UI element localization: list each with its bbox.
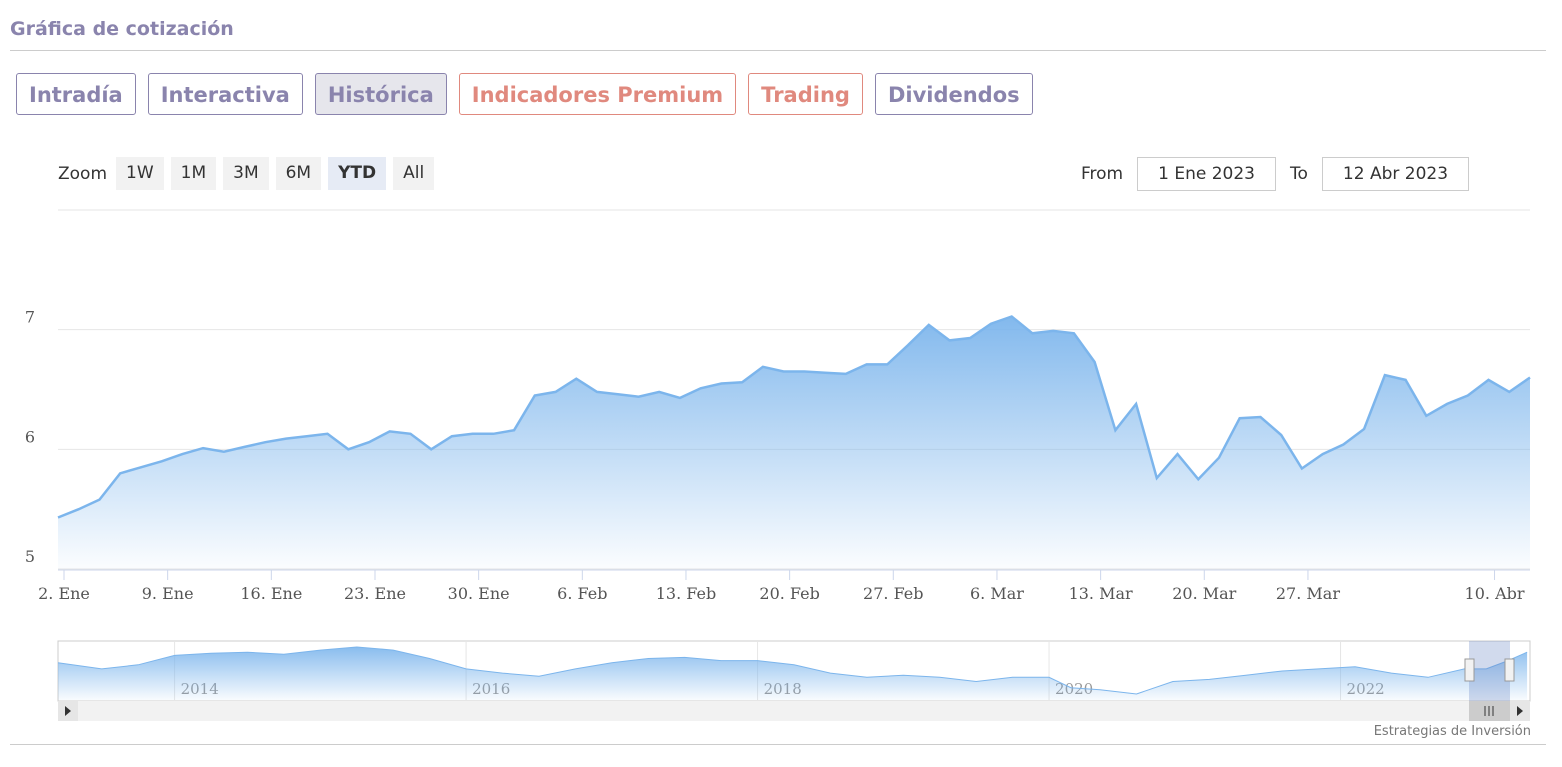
divider <box>10 744 1546 745</box>
x-tick-label: 16. Ene <box>240 584 302 603</box>
zoom-button[interactable]: All <box>393 157 435 190</box>
date-range: From 1 Ene 2023 To 12 Abr 2023 <box>1081 157 1483 191</box>
x-tick-label: 6. Feb <box>557 584 607 603</box>
x-tick-label: 23. Ene <box>344 584 406 603</box>
thumb-grip <box>1484 706 1494 716</box>
area-fill <box>58 316 1530 569</box>
navigator-mask <box>1469 641 1510 701</box>
zoom-button[interactable]: 1M <box>170 157 217 190</box>
zoom-button[interactable]: 1W <box>116 157 164 190</box>
to-input[interactable]: 12 Abr 2023 <box>1321 157 1470 191</box>
x-tick-label: 6. Mar <box>970 584 1024 603</box>
credit: Estrategias de Inversión <box>1373 724 1531 739</box>
arrow-right <box>1517 706 1523 716</box>
handle-left[interactable] <box>1464 658 1475 682</box>
tabs: Intradía Interactiva Histórica Indicadores … <box>16 73 1033 115</box>
x-tick-label: 27. Mar <box>1276 584 1340 603</box>
section-title: Gráfica de cotización <box>10 18 234 40</box>
y-tick-label: 5 <box>25 547 35 566</box>
navigator-area <box>58 647 1528 700</box>
x-tick-label: 30. Ene <box>448 584 510 603</box>
x-tick-label: 20. Feb <box>759 584 819 603</box>
x-tick-label: 27. Feb <box>863 584 923 603</box>
tab[interactable]: Interactiva <box>147 73 303 115</box>
tab[interactable]: Intradía <box>16 73 136 115</box>
x-tick-label: 10. Abr <box>1465 584 1525 603</box>
zoom-button[interactable]: YTD <box>328 157 387 190</box>
x-tick-label: 13. Mar <box>1069 584 1133 603</box>
y-tick-label: 6 <box>25 427 35 446</box>
x-tick-label: 20. Mar <box>1172 584 1236 603</box>
to-label: To <box>1290 164 1308 184</box>
zoom-label: Zoom <box>58 163 108 184</box>
arrow-left <box>65 706 71 716</box>
y-tick-label: 7 <box>25 308 35 327</box>
x-tick-label: 9. Ene <box>142 584 194 603</box>
zoom-button[interactable]: 6M <box>275 157 322 190</box>
tab[interactable]: Trading <box>748 73 863 115</box>
x-tick-label: 2. Ene <box>38 584 90 603</box>
from-label: From <box>1081 164 1124 184</box>
zoom-bar: Zoom 1W 1M 3M 6M YTD All <box>58 157 435 190</box>
tab[interactable]: Histórica <box>314 73 447 115</box>
zoom-button[interactable]: 3M <box>223 157 269 190</box>
from-input[interactable]: 1 Ene 2023 <box>1137 157 1276 191</box>
x-tick-label: 13. Feb <box>656 584 716 603</box>
divider <box>10 50 1546 51</box>
navigator-line <box>57 646 1528 695</box>
handle-right[interactable] <box>1504 658 1515 682</box>
tab[interactable]: Indicadores Premium <box>458 73 737 115</box>
tab[interactable]: Dividendos <box>874 73 1033 115</box>
scrollbar[interactable] <box>58 701 1530 721</box>
price-line <box>57 315 1531 519</box>
